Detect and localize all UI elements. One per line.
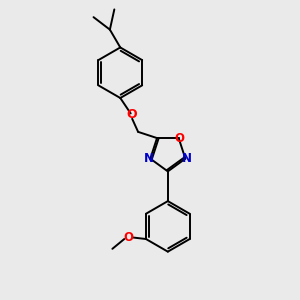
Text: O: O: [124, 231, 134, 244]
Text: N: N: [182, 152, 192, 165]
Text: N: N: [143, 152, 154, 165]
Text: O: O: [174, 132, 184, 145]
Text: O: O: [126, 107, 137, 121]
